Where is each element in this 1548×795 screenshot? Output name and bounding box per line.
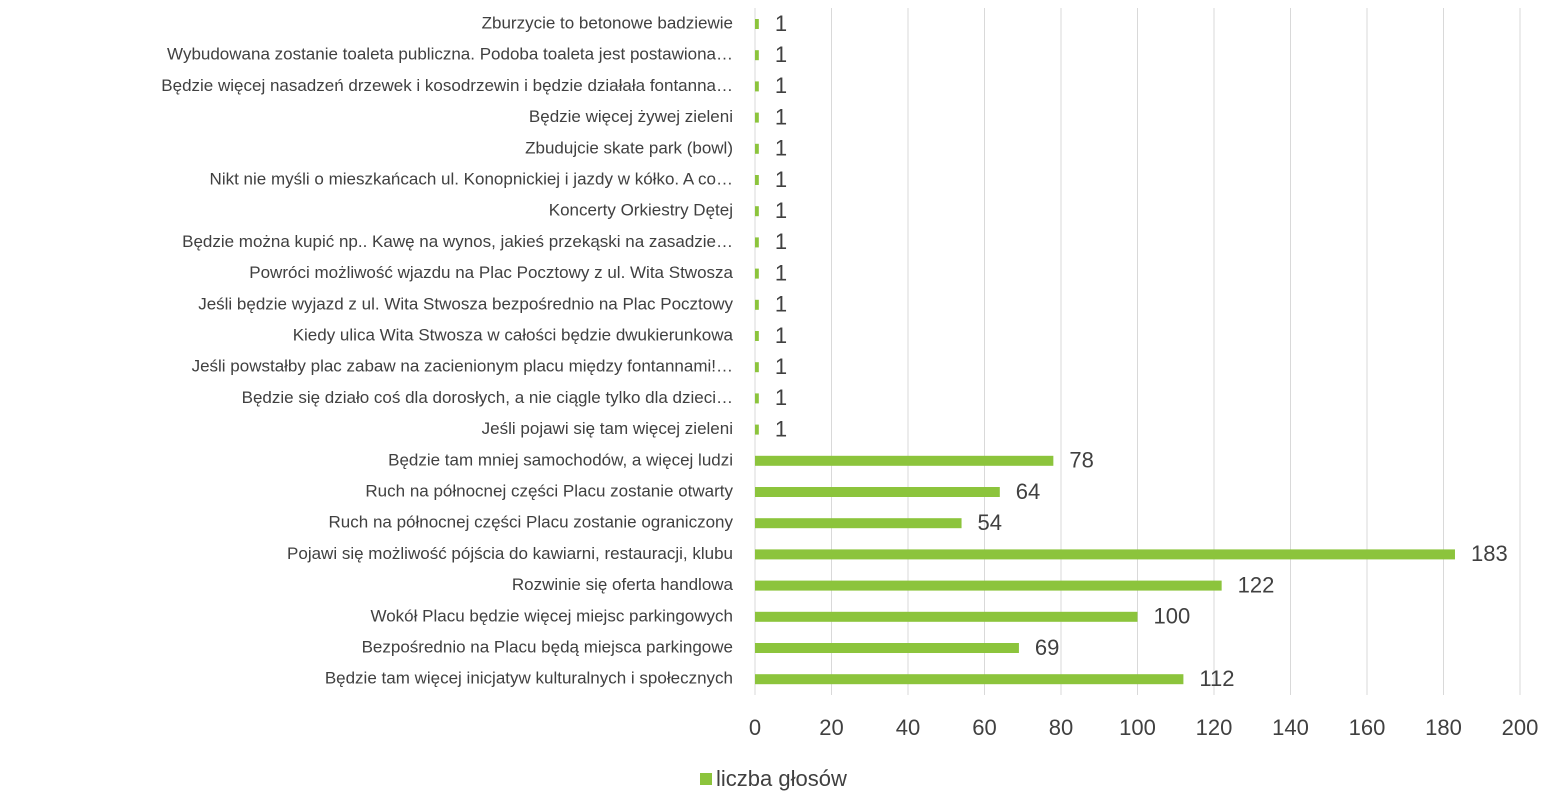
value-label: 1 <box>775 198 787 223</box>
value-label: 112 <box>1199 666 1234 691</box>
bar <box>755 455 1054 466</box>
x-tick-label: 20 <box>819 715 843 740</box>
y-tick-label: Koncerty Orkiestry Dętej <box>549 201 733 220</box>
x-tick-label: 120 <box>1196 715 1233 740</box>
value-label: 1 <box>775 323 787 348</box>
bar <box>755 674 1184 685</box>
y-tick-label: Zbudujcie skate park (bowl) <box>525 138 733 157</box>
x-tick-label: 0 <box>749 715 761 740</box>
value-label: 1 <box>775 167 787 192</box>
value-label: 1 <box>775 11 787 36</box>
bar <box>755 206 759 217</box>
bar <box>755 549 1455 560</box>
bar <box>755 299 759 310</box>
y-tick-label: Będzie więcej nasadzeń drzewek i kosodrz… <box>161 76 733 95</box>
y-tick-label: Ruch na północnej części Placu zostanie … <box>329 513 734 532</box>
value-label: 1 <box>775 136 787 161</box>
y-tick-label: Zburzycie to betonowe badziewie <box>482 13 733 32</box>
bar <box>755 112 759 123</box>
y-tick-label: Będzie więcej żywej zieleni <box>529 107 733 126</box>
value-label: 1 <box>775 73 787 98</box>
value-label: 122 <box>1238 572 1275 597</box>
bar <box>755 19 759 29</box>
bar <box>755 362 759 373</box>
value-label: 54 <box>978 510 1002 535</box>
y-tick-label: Będzie można kupić np.. Kawę na wynos, j… <box>182 232 733 251</box>
bar <box>755 237 759 248</box>
value-label: 1 <box>775 104 787 129</box>
bar <box>755 580 1222 591</box>
y-tick-label: Powróci możliwość wjazdu na Plac Pocztow… <box>249 263 733 282</box>
bar <box>755 393 759 404</box>
bar <box>755 643 1019 653</box>
value-label: 69 <box>1035 635 1059 660</box>
y-tick-label: Jeśli będzie wyjazd z ul. Wita Stwosza b… <box>198 294 733 313</box>
value-label: 1 <box>775 292 787 317</box>
bar <box>755 268 759 279</box>
value-label: 1 <box>775 354 787 379</box>
x-tick-label: 140 <box>1272 715 1309 740</box>
x-tick-label: 100 <box>1119 715 1156 740</box>
value-label: 1 <box>775 42 787 67</box>
value-label: 1 <box>775 260 787 285</box>
legend-swatch <box>700 773 712 785</box>
bar <box>755 487 1000 497</box>
y-tick-label: Nikt nie myśli o mieszkańcach ul. Konopn… <box>210 169 733 188</box>
y-tick-label: Bezpośrednio na Placu będą miejsca parki… <box>362 637 733 656</box>
bar <box>755 518 962 529</box>
x-tick-label: 200 <box>1502 715 1539 740</box>
y-tick-label: Będzie tam mniej samochodów, a więcej lu… <box>388 450 733 469</box>
y-tick-label: Jeśli pojawi się tam więcej zieleni <box>482 419 733 438</box>
x-tick-label: 180 <box>1425 715 1462 740</box>
bar <box>755 81 759 92</box>
bar <box>755 143 759 154</box>
y-tick-label: Wybudowana zostanie toaleta publiczna. P… <box>167 45 733 64</box>
x-tick-label: 80 <box>1049 715 1073 740</box>
value-label: 1 <box>775 416 787 441</box>
y-tick-label: Wokół Placu będzie więcej miejsc parking… <box>370 606 733 625</box>
x-tick-label: 160 <box>1349 715 1386 740</box>
bar <box>755 424 759 435</box>
value-label: 1 <box>775 385 787 410</box>
bar <box>755 611 1138 622</box>
bar <box>755 50 759 61</box>
y-tick-label: Kiedy ulica Wita Stwosza w całości będzi… <box>293 325 734 344</box>
value-label: 78 <box>1069 448 1093 473</box>
y-tick-label: Pojawi się możliwość pójścia do kawiarni… <box>287 544 733 563</box>
value-label: 1 <box>775 229 787 254</box>
y-tick-label: Będzie tam więcej inicjatyw kulturalnych… <box>325 669 733 688</box>
legend-label: liczba głosów <box>716 766 847 791</box>
value-label: 64 <box>1016 479 1040 504</box>
x-tick-label: 60 <box>972 715 996 740</box>
y-tick-label: Jeśli powstałby plac zabaw na zacieniony… <box>192 357 733 376</box>
value-label: 100 <box>1154 604 1191 629</box>
x-tick-label: 40 <box>896 715 920 740</box>
bar <box>755 175 759 185</box>
y-tick-label: Będzie się działo coś dla dorosłych, a n… <box>242 388 733 407</box>
value-label: 183 <box>1471 541 1508 566</box>
bar <box>755 331 759 341</box>
y-tick-label: Ruch na północnej części Placu zostanie … <box>365 481 733 500</box>
y-tick-label: Rozwinie się oferta handlowa <box>512 575 734 594</box>
